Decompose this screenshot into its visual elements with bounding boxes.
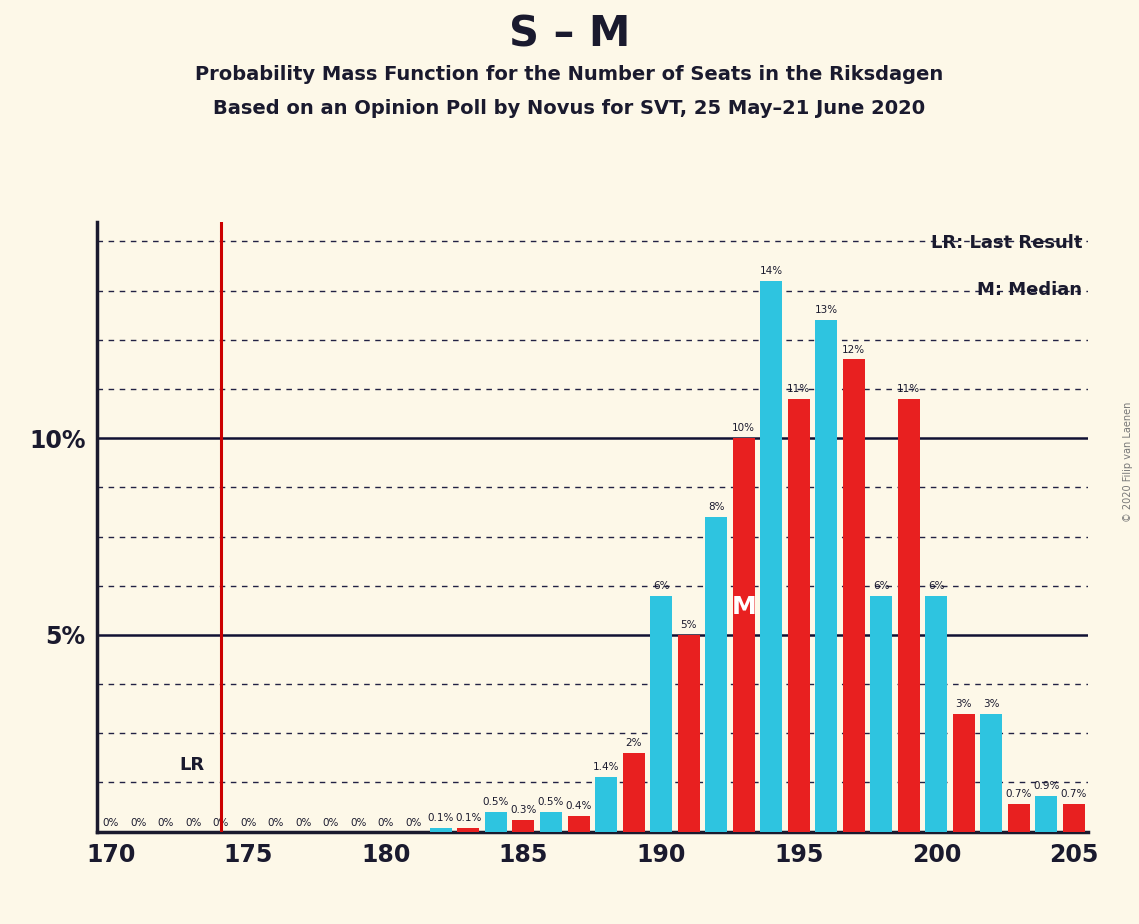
Text: 0.9%: 0.9%	[1033, 782, 1059, 792]
Bar	[485, 812, 507, 832]
Bar	[429, 828, 452, 832]
Text: 0%: 0%	[322, 819, 339, 829]
Text: 11%: 11%	[787, 384, 810, 395]
Bar	[540, 812, 562, 832]
Text: 0%: 0%	[295, 819, 311, 829]
Text: 8%: 8%	[708, 502, 724, 512]
Bar	[650, 596, 672, 832]
Text: 0%: 0%	[350, 819, 367, 829]
Text: 0.4%: 0.4%	[565, 801, 591, 811]
Bar	[458, 828, 480, 832]
Text: 13%: 13%	[814, 306, 838, 315]
Text: 3%: 3%	[983, 699, 1000, 709]
Bar	[925, 596, 948, 832]
Bar	[1035, 796, 1057, 832]
Text: 0.7%: 0.7%	[1006, 789, 1032, 799]
Text: 6%: 6%	[653, 581, 670, 590]
Text: 6%: 6%	[874, 581, 890, 590]
Bar	[760, 281, 782, 832]
Text: 11%: 11%	[898, 384, 920, 395]
Text: 10%: 10%	[732, 423, 755, 433]
Text: LR: LR	[179, 756, 204, 773]
Text: 0%: 0%	[157, 819, 174, 829]
Bar	[595, 776, 617, 832]
Text: 1.4%: 1.4%	[592, 761, 620, 772]
Text: 0%: 0%	[130, 819, 146, 829]
Text: 0.1%: 0.1%	[456, 813, 482, 823]
Bar	[843, 359, 865, 832]
Text: 5%: 5%	[680, 620, 697, 630]
Text: 0.5%: 0.5%	[483, 797, 509, 808]
Text: LR: Last Result: LR: Last Result	[931, 234, 1082, 251]
Text: 0.5%: 0.5%	[538, 797, 564, 808]
Bar	[981, 713, 1002, 832]
Bar	[788, 399, 810, 832]
Bar	[623, 753, 645, 832]
Text: S – M: S – M	[509, 14, 630, 55]
Text: 2%: 2%	[625, 738, 641, 748]
Bar	[567, 816, 590, 832]
Text: Based on an Opinion Poll by Novus for SVT, 25 May–21 June 2020: Based on an Opinion Poll by Novus for SV…	[213, 99, 926, 118]
Text: 0%: 0%	[268, 819, 284, 829]
Text: 0.1%: 0.1%	[428, 813, 454, 823]
Text: 3%: 3%	[956, 699, 972, 709]
Bar	[678, 635, 699, 832]
Text: M: M	[731, 595, 756, 619]
Bar	[732, 438, 755, 832]
Text: M: Median: M: Median	[977, 281, 1082, 298]
Text: 14%: 14%	[760, 266, 782, 276]
Text: 0.3%: 0.3%	[510, 805, 536, 815]
Text: 6%: 6%	[928, 581, 944, 590]
Text: 0%: 0%	[213, 819, 229, 829]
Bar	[513, 820, 534, 832]
Bar	[816, 320, 837, 832]
Text: 0.7%: 0.7%	[1060, 789, 1087, 799]
Bar	[898, 399, 920, 832]
Text: 0%: 0%	[240, 819, 256, 829]
Text: 12%: 12%	[842, 345, 866, 355]
Text: 0%: 0%	[405, 819, 421, 829]
Text: © 2020 Filip van Laenen: © 2020 Filip van Laenen	[1123, 402, 1132, 522]
Text: 0%: 0%	[378, 819, 394, 829]
Bar	[870, 596, 892, 832]
Bar	[705, 517, 727, 832]
Bar	[1063, 804, 1085, 832]
Bar	[953, 713, 975, 832]
Text: 0%: 0%	[185, 819, 202, 829]
Text: 0%: 0%	[103, 819, 118, 829]
Text: Probability Mass Function for the Number of Seats in the Riksdagen: Probability Mass Function for the Number…	[196, 65, 943, 84]
Bar	[1008, 804, 1030, 832]
